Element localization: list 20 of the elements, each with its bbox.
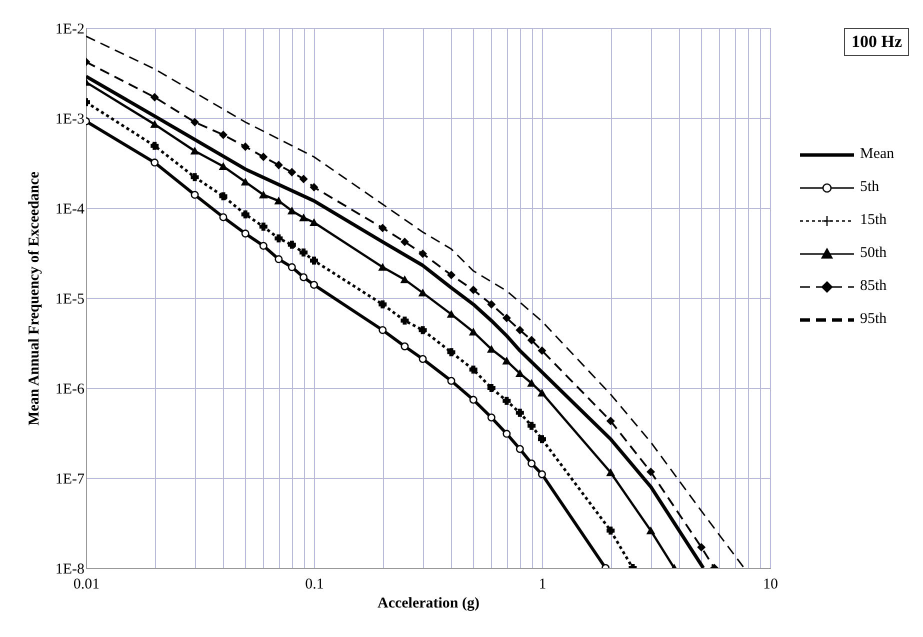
legend-label: 95th	[860, 311, 887, 328]
legend-label: Mean	[860, 146, 894, 163]
x-tick-label: 0.01	[73, 576, 100, 592]
y-tick-label: 1E-3	[55, 112, 84, 128]
y-tick-label: 1E-5	[55, 292, 84, 308]
y-axis-title: Mean Annual Frequency of Exceedance	[26, 171, 42, 426]
legend-label: 15th	[860, 212, 887, 229]
x-tick-label: 10	[763, 576, 778, 592]
x-tick-label: 1	[538, 576, 546, 592]
text: 100 Hz	[844, 28, 909, 56]
y-tick-label: 1E-6	[55, 382, 85, 398]
y-tick-label: 1E-2	[55, 22, 84, 38]
y-tick-label: 1E-8	[55, 562, 84, 578]
y-tick-label: 1E-4	[55, 202, 85, 218]
legend-label: 5th	[860, 179, 880, 196]
x-tick-label: 0.1	[305, 576, 324, 592]
legend-label: 85th	[860, 278, 887, 295]
legend-label: 50th	[860, 245, 887, 262]
x-axis-title: Acceleration (g)	[377, 596, 480, 612]
y-tick-label: 1E-7	[55, 472, 85, 488]
